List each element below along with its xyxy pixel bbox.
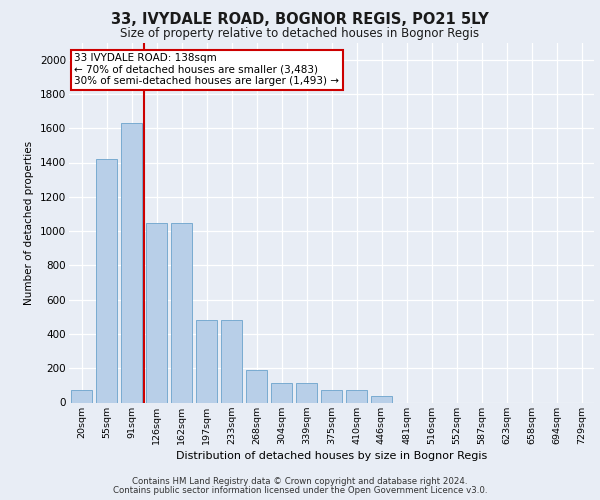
Bar	[371, 396, 392, 402]
Y-axis label: Number of detached properties: Number of detached properties	[25, 140, 34, 304]
Text: 33, IVYDALE ROAD, BOGNOR REGIS, PO21 5LY: 33, IVYDALE ROAD, BOGNOR REGIS, PO21 5LY	[111, 12, 489, 28]
X-axis label: Distribution of detached houses by size in Bognor Regis: Distribution of detached houses by size …	[176, 450, 487, 460]
Bar	[246, 370, 267, 402]
Bar	[346, 390, 367, 402]
Bar	[296, 383, 317, 402]
Bar	[171, 222, 192, 402]
Bar	[96, 159, 117, 402]
Bar	[146, 222, 167, 402]
Text: Contains public sector information licensed under the Open Government Licence v3: Contains public sector information licen…	[113, 486, 487, 495]
Text: Contains HM Land Registry data © Crown copyright and database right 2024.: Contains HM Land Registry data © Crown c…	[132, 477, 468, 486]
Bar	[121, 123, 142, 402]
Bar	[321, 390, 342, 402]
Text: 33 IVYDALE ROAD: 138sqm
← 70% of detached houses are smaller (3,483)
30% of semi: 33 IVYDALE ROAD: 138sqm ← 70% of detache…	[74, 54, 339, 86]
Bar	[71, 390, 92, 402]
Bar	[271, 383, 292, 402]
Bar	[196, 320, 217, 402]
Bar	[221, 320, 242, 402]
Text: Size of property relative to detached houses in Bognor Regis: Size of property relative to detached ho…	[121, 28, 479, 40]
